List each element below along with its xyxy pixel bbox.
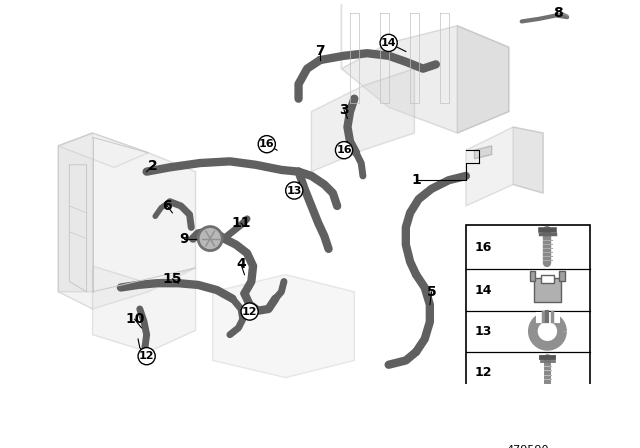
Circle shape	[138, 348, 156, 365]
Polygon shape	[515, 403, 580, 424]
Text: 14: 14	[381, 38, 396, 48]
Text: 9: 9	[180, 232, 189, 246]
Text: 7: 7	[315, 44, 325, 59]
Bar	[531, 271, 536, 281]
Text: 16: 16	[259, 139, 275, 149]
Text: 13: 13	[287, 185, 302, 195]
Text: 4: 4	[236, 257, 246, 271]
Circle shape	[198, 227, 222, 250]
Text: 13: 13	[474, 325, 492, 338]
Text: 5: 5	[427, 285, 436, 299]
Polygon shape	[466, 127, 543, 206]
Polygon shape	[212, 275, 355, 378]
Circle shape	[241, 303, 258, 320]
Bar	[534, 278, 561, 302]
Text: 14: 14	[474, 284, 492, 297]
Polygon shape	[513, 127, 543, 193]
Polygon shape	[58, 133, 93, 292]
Text: 8: 8	[553, 6, 563, 20]
Polygon shape	[474, 146, 492, 159]
Text: 15: 15	[163, 272, 182, 286]
Circle shape	[258, 136, 275, 153]
Polygon shape	[458, 26, 509, 133]
Text: 12: 12	[474, 366, 492, 379]
Text: 3: 3	[339, 103, 349, 117]
Bar	[559, 271, 564, 281]
Circle shape	[380, 34, 397, 52]
Text: 2: 2	[148, 159, 157, 172]
Polygon shape	[342, 4, 509, 133]
Text: 479590: 479590	[507, 445, 549, 448]
Polygon shape	[58, 133, 196, 309]
Circle shape	[335, 142, 353, 159]
Bar	[541, 275, 554, 283]
Polygon shape	[312, 69, 415, 172]
Text: 6: 6	[163, 199, 172, 213]
Text: 16: 16	[474, 241, 492, 254]
Polygon shape	[58, 133, 148, 168]
Text: 11: 11	[231, 216, 251, 230]
Text: 16: 16	[336, 145, 352, 155]
Text: 12: 12	[242, 306, 257, 317]
Circle shape	[285, 182, 303, 199]
Text: 10: 10	[125, 312, 144, 326]
Text: 12: 12	[139, 351, 154, 361]
Polygon shape	[93, 266, 196, 352]
Bar	[466, 225, 590, 434]
Text: 1: 1	[412, 173, 421, 187]
